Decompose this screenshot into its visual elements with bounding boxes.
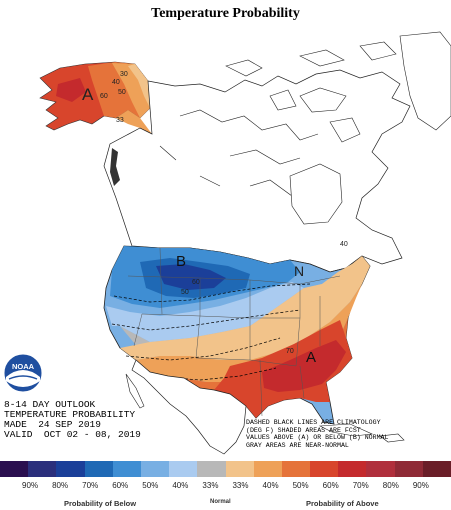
- legend-tick-label: 70%: [82, 481, 99, 490]
- forecast-map: A B N A 30 40 50 60 33 40 50 60 70: [39, 31, 451, 455]
- svg-text:60: 60: [192, 279, 200, 286]
- legend-color-bar: [0, 461, 451, 477]
- svg-text:NOAA: NOAA: [12, 362, 35, 371]
- note-line4: GRAY AREAS ARE NEAR-NORMAL: [246, 441, 349, 449]
- label-N-east: N: [294, 263, 304, 279]
- label-B-north: B: [176, 253, 186, 270]
- legend-swatch: [253, 461, 282, 477]
- legend-swatch: [84, 461, 113, 477]
- legend-tick-label: 40%: [172, 481, 189, 490]
- svg-text:60: 60: [100, 93, 108, 100]
- svg-text:50: 50: [118, 89, 126, 96]
- svg-text:50: 50: [181, 289, 189, 296]
- legend-tick-label: 40%: [262, 481, 279, 490]
- noaa-logo-icon: NOAA: [3, 353, 43, 393]
- outlook-line1: 8-14 DAY OUTLOOK: [4, 399, 96, 410]
- note-line1: DASHED BLACK LINES ARE CLIMATOLOGY: [246, 419, 381, 426]
- legend-swatch: [197, 461, 226, 477]
- legend-tick-label: 60%: [112, 481, 129, 490]
- label-A-southeast: A: [306, 349, 316, 366]
- legend-normal-label: Normal: [210, 499, 231, 505]
- note-line3: VALUES ABOVE (A) OR BELOW (B) NORMAL: [246, 434, 389, 441]
- svg-text:70: 70: [286, 348, 294, 355]
- legend-swatch: [28, 461, 57, 477]
- svg-text:40: 40: [112, 79, 120, 86]
- map-note: DASHED BLACK LINES ARE CLIMATOLOGY (DEG …: [246, 419, 388, 449]
- legend-swatch: [422, 461, 451, 477]
- label-A-alaska: A: [82, 85, 94, 104]
- svg-text:30: 30: [120, 71, 128, 78]
- outlook-line4: VALID OCT 02 - 08, 2019: [4, 429, 141, 440]
- svg-text:40: 40: [340, 241, 348, 248]
- legend-swatch: [366, 461, 395, 477]
- legend-swatch: [112, 461, 141, 477]
- canada-outline: [103, 69, 411, 273]
- svg-text:33: 33: [116, 117, 124, 124]
- legend-swatch: [140, 461, 170, 477]
- legend-swatch: [56, 461, 85, 477]
- legend-tick-label: 33%: [232, 481, 249, 490]
- legend-tick-label: 50%: [292, 481, 309, 490]
- legend-swatch: [338, 461, 367, 477]
- outlook-info: 8-14 DAY OUTLOOK TEMPERATURE PROBABILITY…: [4, 400, 141, 440]
- outlook-line3: MADE 24 SEP 2019: [4, 419, 101, 430]
- page-title: Temperature Probability: [151, 6, 300, 21]
- legend-above-label: Probability of Above: [306, 499, 379, 508]
- legend-tick-label: 60%: [322, 481, 339, 490]
- legend-swatch: [169, 461, 198, 477]
- legend-swatch: [310, 461, 339, 477]
- outlook-line2: TEMPERATURE PROBABILITY: [4, 409, 136, 420]
- legend-swatch: [0, 461, 29, 477]
- legend-swatch: [394, 461, 423, 477]
- legend-tick-label: 33%: [202, 481, 219, 490]
- legend-ticks: 90% 80% 70% 60% 50% 40% 33% 33% 40% 50% 60% 70% 80% 9…: [0, 481, 451, 490]
- note-line2: (DEG F) SHADED AREAS ARE FCST: [246, 426, 361, 434]
- legend-tick-label: 70%: [352, 481, 369, 490]
- legend-below-label: Probability of Below: [64, 499, 137, 508]
- legend-tick-label: 80%: [52, 481, 69, 490]
- legend-swatch: [281, 461, 311, 477]
- legend-tick-label: 90%: [412, 481, 429, 490]
- legend-tick-label: 90%: [22, 481, 39, 490]
- mexico-outline: [131, 359, 247, 455]
- legend-tick-label: 80%: [382, 481, 399, 490]
- legend-swatch: [225, 461, 254, 477]
- legend-tick-label: 50%: [142, 481, 159, 490]
